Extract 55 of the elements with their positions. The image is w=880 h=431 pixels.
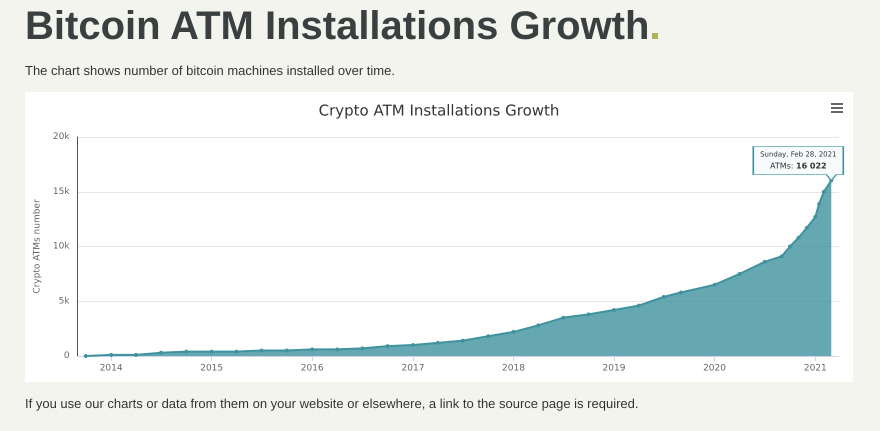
point	[662, 294, 666, 299]
point	[712, 282, 717, 287]
point	[159, 350, 164, 355]
text: If you use our charts or data from them on your website or elsewhere, a link to the source page is required.	[25, 396, 638, 411]
point	[134, 352, 138, 357]
x-tick-label: 2015	[200, 364, 224, 374]
point	[822, 190, 826, 194]
point	[84, 354, 88, 358]
y-axis-title: Crypto ATMs number	[32, 199, 42, 294]
point	[817, 202, 822, 206]
point	[460, 338, 465, 343]
x-tick-label: 2016	[300, 364, 324, 374]
point	[536, 323, 540, 328]
point	[234, 350, 238, 354]
point	[612, 308, 616, 312]
point	[738, 272, 742, 276]
data-label: 16 022	[796, 162, 827, 171]
x-tick-label: 2021	[804, 364, 827, 374]
point	[561, 316, 566, 320]
point	[636, 304, 641, 308]
point	[512, 330, 516, 334]
point	[436, 340, 440, 345]
x-tick-label: 2020	[703, 364, 726, 374]
point	[586, 312, 591, 316]
chart-title: Bitcoin ATM Installations Growth	[25, 4, 650, 49]
y-tick-label: 15k	[52, 186, 70, 197]
point	[260, 348, 264, 353]
chart-subtitle: The chart shows number of bitcoin machines installed over time.	[25, 63, 395, 78]
point	[210, 350, 214, 354]
point	[360, 346, 364, 350]
point	[780, 254, 784, 258]
point	[284, 348, 289, 353]
point	[335, 347, 340, 352]
point	[788, 244, 792, 248]
y-tick-label: 20k	[52, 132, 70, 142]
x-tick-label: 2017	[402, 364, 424, 374]
point	[796, 236, 801, 240]
point	[813, 214, 818, 219]
x-tick-label: 2014	[100, 364, 123, 374]
point	[310, 347, 314, 352]
point	[678, 290, 683, 294]
point	[109, 352, 114, 357]
x-tick-label: 2018	[502, 364, 526, 374]
point	[386, 344, 390, 348]
point	[410, 343, 415, 348]
y-tick-label: 5k	[58, 296, 70, 306]
point	[486, 334, 490, 338]
text: Crypto ATM Installations Growth	[318, 102, 560, 120]
x-tick-label: 2019	[602, 364, 626, 374]
y-tick-label: 0	[64, 351, 70, 361]
point	[762, 260, 767, 264]
point	[804, 226, 809, 230]
point	[184, 350, 188, 354]
text: ATMs:	[770, 162, 796, 171]
y-tick-label: 10k	[52, 242, 70, 252]
